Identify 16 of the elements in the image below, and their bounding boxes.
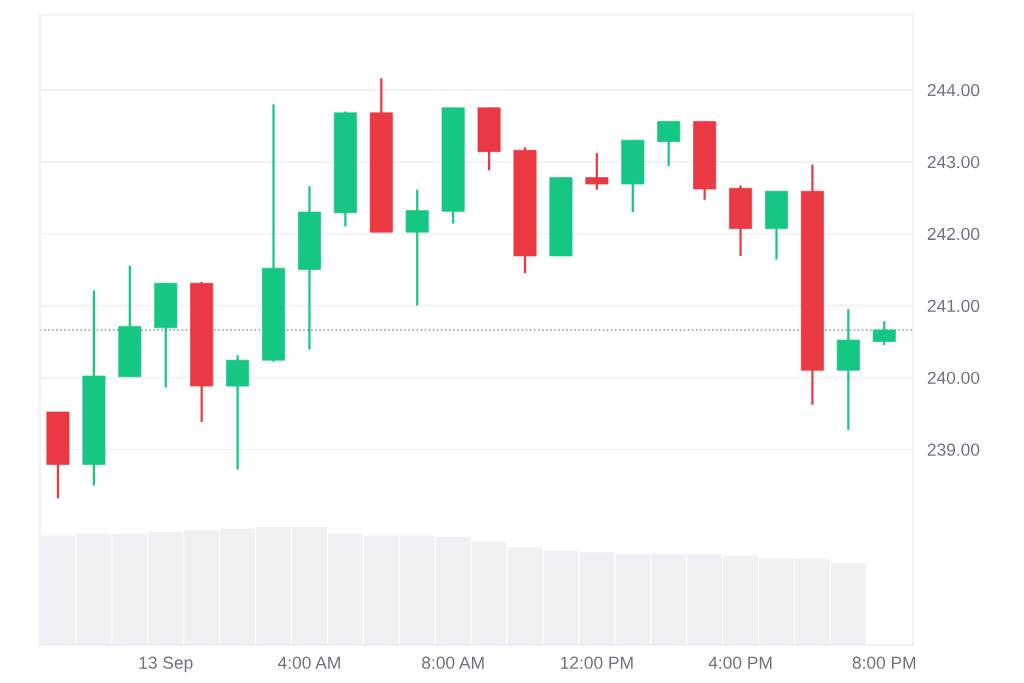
candlestick (585, 151, 609, 191)
x-tick-label: 8:00 AM (422, 656, 484, 669)
y-tick-label: 241.00 (927, 299, 980, 313)
candlestick (405, 188, 429, 307)
x-tick-label: 8:00 PM (852, 656, 916, 669)
candlestick (657, 120, 681, 168)
y-tick-label: 244.00 (927, 83, 980, 97)
y-tick-label: 243.00 (927, 155, 980, 169)
y-tick-label: 239.00 (927, 443, 980, 456)
x-tick-label: 12:00 PM (561, 656, 633, 669)
x-tick-label: 4:00 AM (278, 656, 340, 669)
x-tick-label: 4:00 PM (708, 656, 772, 669)
candlestick (872, 320, 896, 347)
x-tick-label: 13 Sep (139, 656, 193, 673)
y-tick-label: 240.00 (927, 371, 980, 384)
y-tick-label: 242.00 (927, 227, 980, 241)
